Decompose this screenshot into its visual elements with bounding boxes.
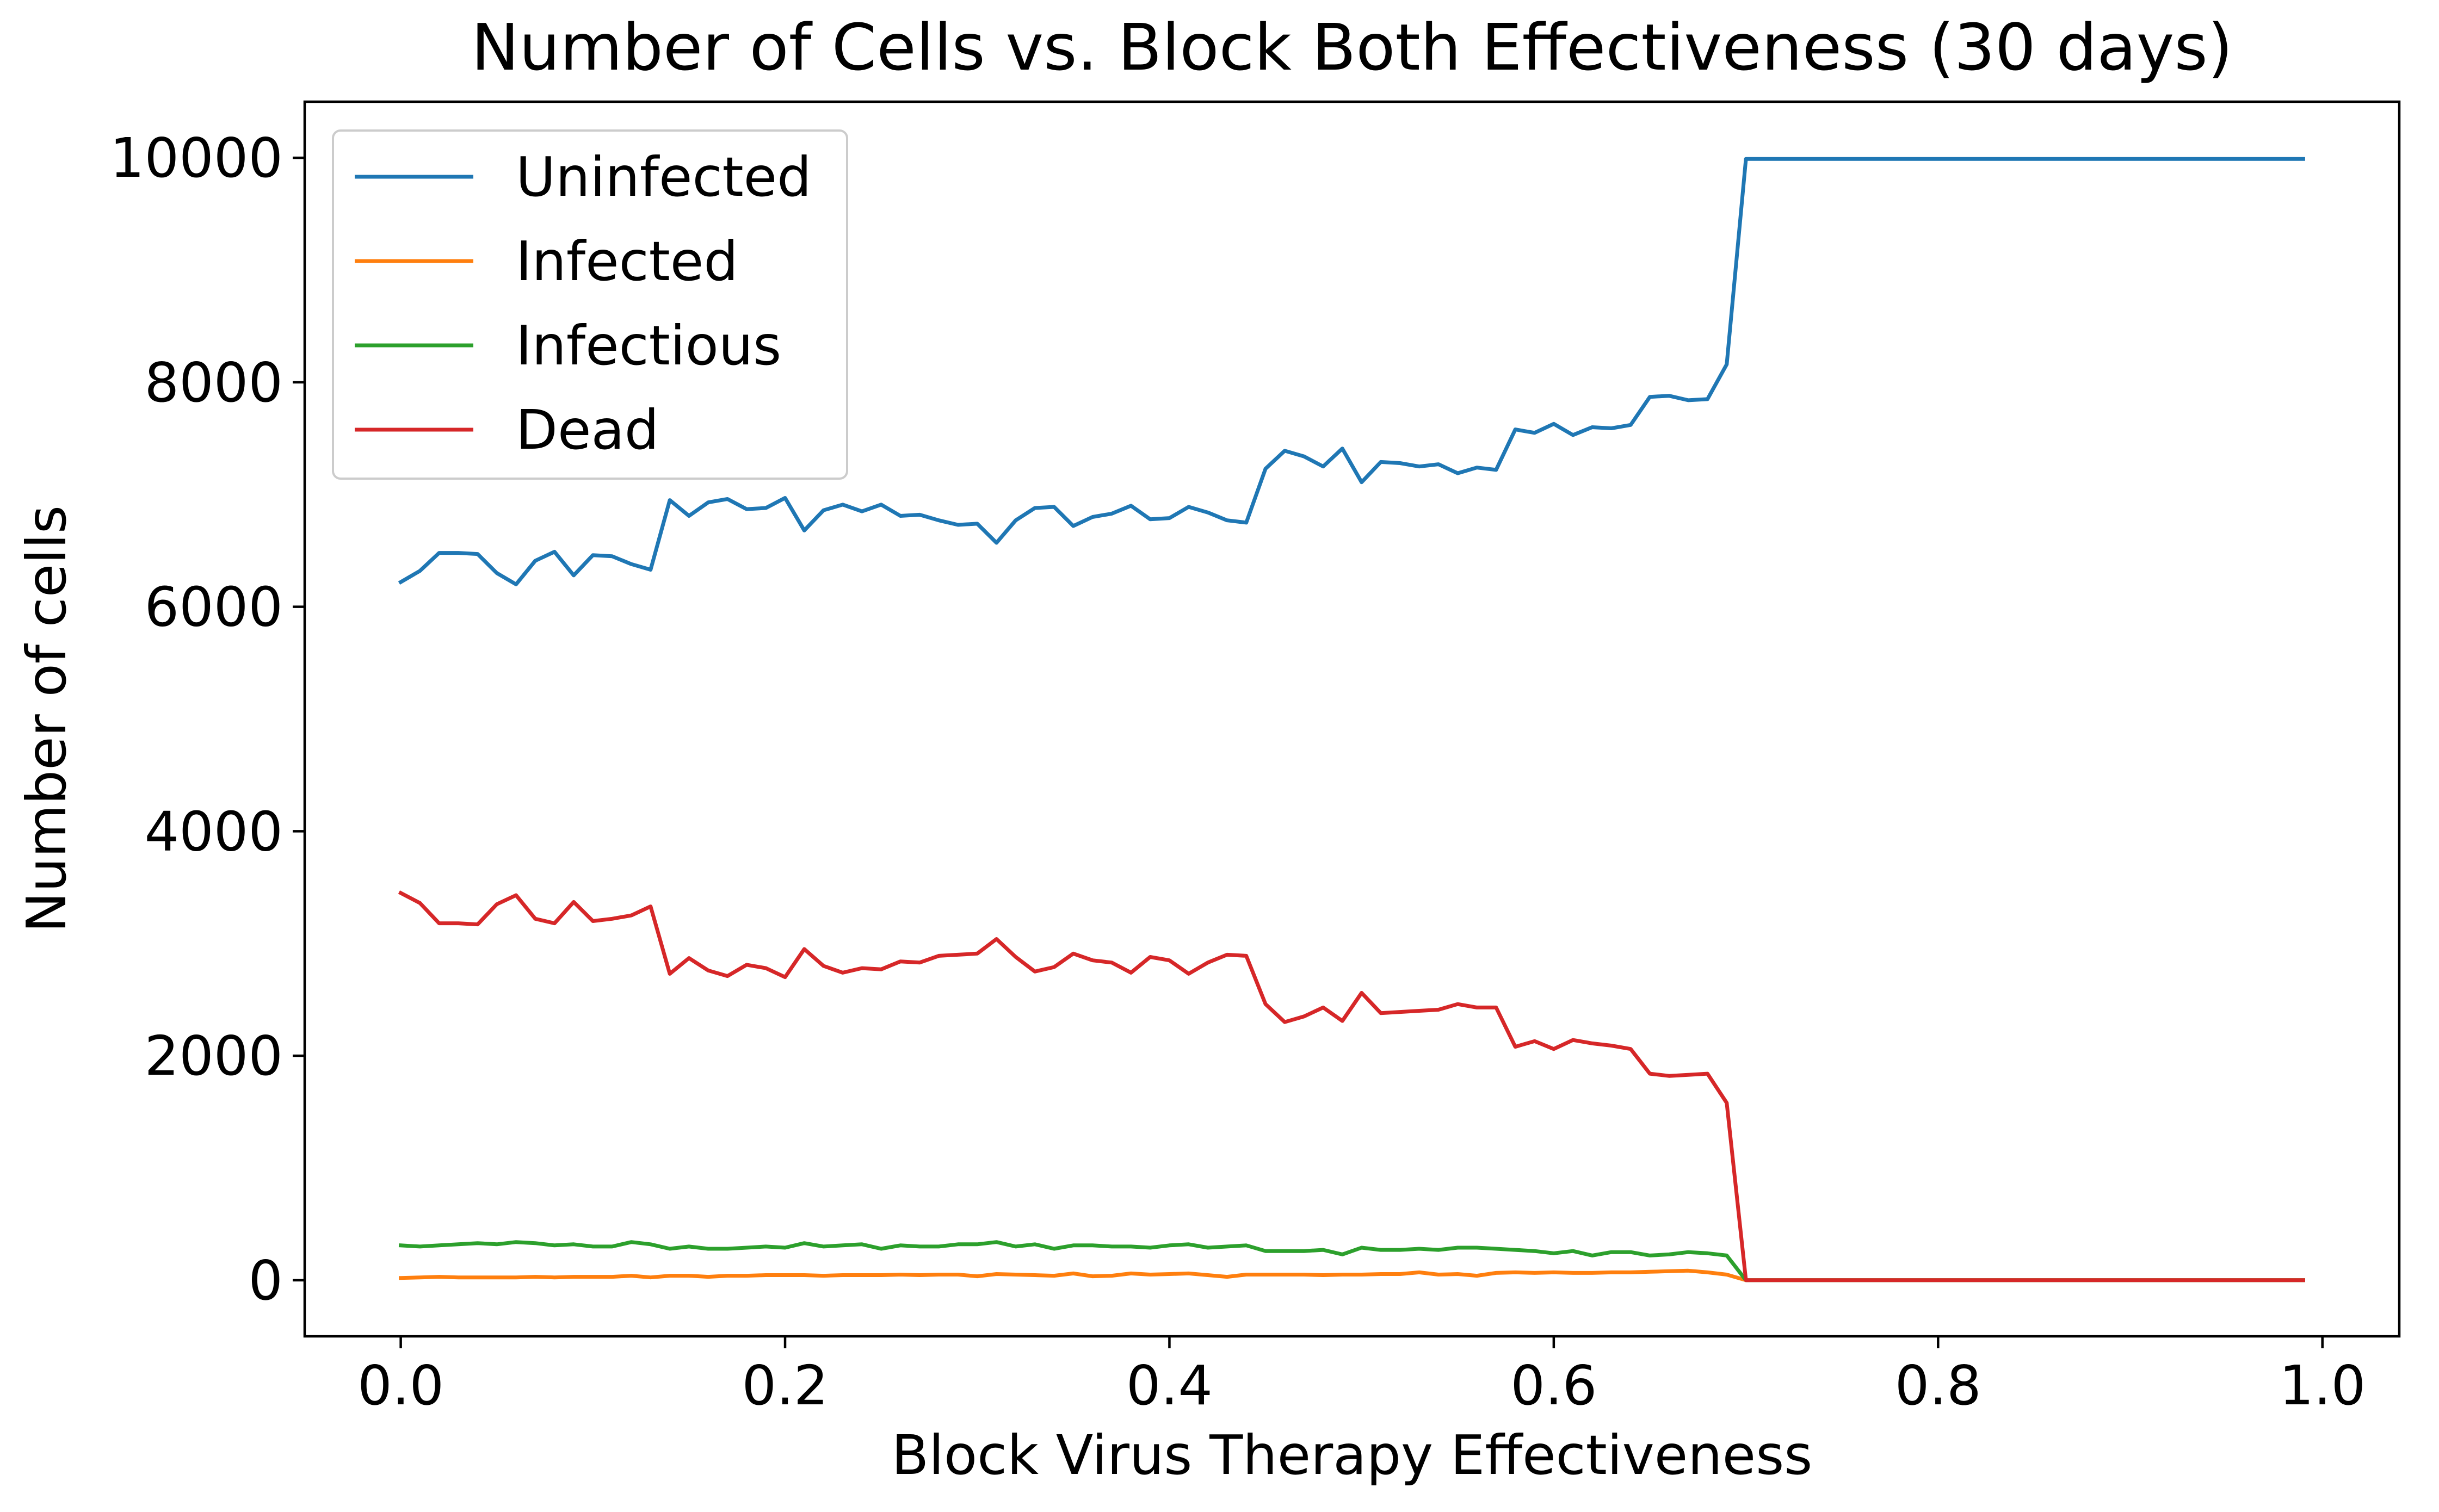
- axes-frame: [303, 100, 2401, 1338]
- x-tick-label: 0.6: [1510, 1354, 1597, 1417]
- series-line-dead: [398, 890, 2305, 1282]
- x-tick-label: 0.2: [742, 1354, 829, 1417]
- series-line-uninfected: [398, 157, 2305, 586]
- x-axis-ticks: 0.0 0.2 0.4 0.6 0.8 1.0: [357, 1336, 2366, 1417]
- y-axis-ticks: 0 2000 4000 6000 8000 10000: [110, 126, 305, 1312]
- legend: Uninfected Infected Infectious Dead: [332, 129, 848, 480]
- legend-frame: [332, 129, 848, 480]
- y-tick-label: 0: [248, 1249, 283, 1312]
- legend-label-infectious: Infectious: [516, 314, 781, 377]
- y-axis-label: Number of cells: [15, 505, 78, 933]
- y-tick-label: 6000: [145, 575, 283, 639]
- chart-title: Number of Cells vs. Block Both Effective…: [471, 10, 2233, 85]
- y-tick-label: 8000: [145, 351, 283, 414]
- x-axis-label: Block Virus Therapy Effectiveness: [892, 1423, 1813, 1487]
- legend-label-infected: Infected: [516, 230, 738, 293]
- x-tick-label: 1.0: [2279, 1354, 2366, 1417]
- y-tick-label: 10000: [110, 126, 283, 190]
- y-tick-label: 2000: [145, 1024, 283, 1088]
- legend-label-dead: Dead: [516, 398, 659, 462]
- series-layer: [398, 157, 2305, 1282]
- y-tick-label: 4000: [145, 800, 283, 863]
- x-tick-label: 0.0: [357, 1354, 444, 1417]
- legend-label-uninfected: Uninfected: [516, 145, 812, 209]
- x-tick-label: 0.8: [1895, 1354, 1981, 1417]
- x-tick-label: 0.4: [1126, 1354, 1213, 1417]
- plot-area: [303, 100, 2401, 1338]
